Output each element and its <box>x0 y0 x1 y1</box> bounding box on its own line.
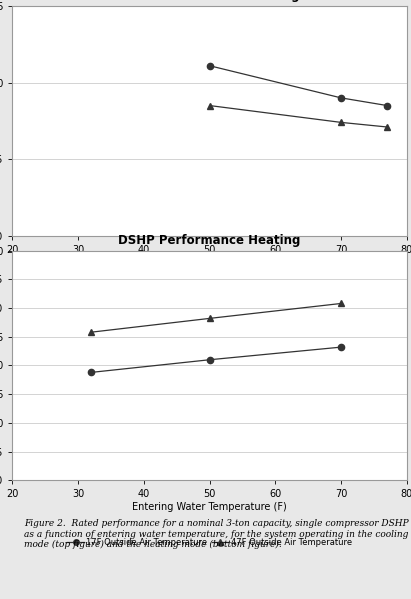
X-axis label: Entering Water Temperature (F): Entering Water Temperature (F) <box>132 502 287 512</box>
Legend: 17F Outside Air Temperature, 47F Outside Air Temperature: 17F Outside Air Temperature, 47F Outside… <box>65 536 354 550</box>
Title: DSHP Performance Heating: DSHP Performance Heating <box>118 234 301 247</box>
Title: DSHP Performance Cooling: DSHP Performance Cooling <box>120 0 300 2</box>
X-axis label: Entering Water Temperature (F): Entering Water Temperature (F) <box>132 258 287 268</box>
Legend: 82F Outside Air Temperature, 95F Outside Air Temperature: 82F Outside Air Temperature, 95F Outside… <box>65 291 354 305</box>
